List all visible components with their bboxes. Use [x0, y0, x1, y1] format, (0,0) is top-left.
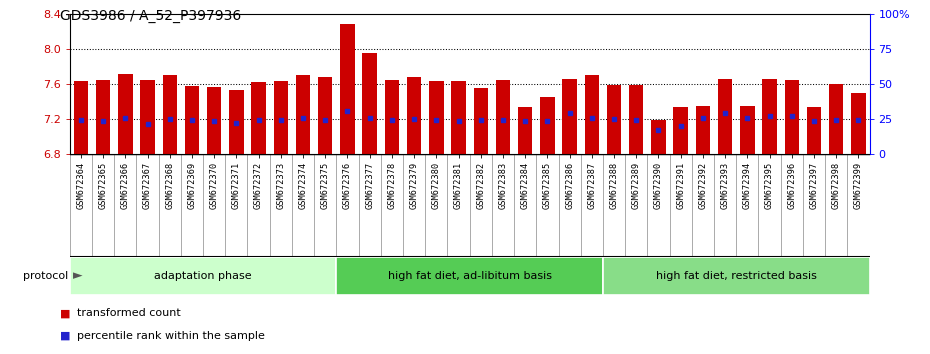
Text: GSM672387: GSM672387	[588, 162, 596, 210]
Bar	[118, 74, 132, 154]
Text: GDS3986 / A_52_P397936: GDS3986 / A_52_P397936	[60, 9, 242, 23]
Text: GSM672388: GSM672388	[609, 162, 618, 210]
Bar	[785, 80, 799, 154]
Bar	[96, 80, 111, 154]
Text: adaptation phase: adaptation phase	[154, 271, 252, 281]
Text: GSM672395: GSM672395	[765, 162, 774, 210]
Text: ►: ►	[73, 270, 82, 282]
Bar	[340, 24, 354, 154]
Bar	[629, 85, 644, 154]
Bar	[763, 79, 777, 154]
Text: GSM672381: GSM672381	[454, 162, 463, 210]
Bar	[73, 81, 88, 154]
Text: GSM672379: GSM672379	[409, 162, 418, 210]
Bar	[651, 120, 666, 154]
Text: GSM672371: GSM672371	[232, 162, 241, 210]
Text: GSM672364: GSM672364	[76, 162, 86, 210]
Text: GSM672376: GSM672376	[343, 162, 352, 210]
Bar	[273, 81, 288, 154]
Text: ■: ■	[60, 308, 71, 318]
Bar	[673, 107, 688, 154]
Text: ■: ■	[60, 331, 71, 341]
Bar	[207, 87, 221, 154]
Text: GSM672399: GSM672399	[854, 162, 863, 210]
Bar	[363, 53, 377, 154]
Text: GSM672397: GSM672397	[809, 162, 818, 210]
Text: protocol: protocol	[22, 271, 68, 281]
Bar	[185, 86, 199, 154]
Bar	[140, 80, 154, 154]
Text: GSM672398: GSM672398	[831, 162, 841, 210]
Text: high fat diet, restricted basis: high fat diet, restricted basis	[656, 271, 817, 281]
Bar	[496, 80, 511, 154]
Bar	[540, 97, 554, 154]
Text: GSM672380: GSM672380	[432, 162, 441, 210]
Bar	[451, 81, 466, 154]
Bar	[718, 79, 732, 154]
Text: GSM672369: GSM672369	[188, 162, 196, 210]
Bar	[337, 257, 603, 295]
Text: high fat diet, ad-libitum basis: high fat diet, ad-libitum basis	[388, 271, 551, 281]
Bar	[407, 77, 421, 154]
Text: GSM672396: GSM672396	[788, 162, 796, 210]
Bar	[603, 257, 870, 295]
Text: GSM672378: GSM672378	[388, 162, 396, 210]
Text: GSM672374: GSM672374	[299, 162, 308, 210]
Bar	[385, 80, 399, 154]
Bar	[473, 88, 488, 154]
Bar	[696, 106, 711, 154]
Bar	[851, 93, 866, 154]
Text: GSM672377: GSM672377	[365, 162, 374, 210]
Text: GSM672384: GSM672384	[521, 162, 530, 210]
Text: GSM672370: GSM672370	[209, 162, 219, 210]
Bar	[740, 106, 754, 154]
Text: percentile rank within the sample: percentile rank within the sample	[77, 331, 265, 341]
Bar	[70, 257, 337, 295]
Text: GSM672386: GSM672386	[565, 162, 574, 210]
Bar	[607, 85, 621, 154]
Bar	[807, 107, 821, 154]
Text: GSM672389: GSM672389	[631, 162, 641, 210]
Text: GSM672394: GSM672394	[743, 162, 751, 210]
Text: GSM672375: GSM672375	[321, 162, 330, 210]
Text: transformed count: transformed count	[77, 308, 181, 318]
Bar	[563, 79, 577, 154]
Text: GSM672393: GSM672393	[721, 162, 730, 210]
Bar	[429, 81, 444, 154]
Bar	[518, 107, 532, 154]
Text: GSM672391: GSM672391	[676, 162, 685, 210]
Bar	[229, 90, 244, 154]
Bar	[829, 84, 844, 154]
Bar	[585, 75, 599, 154]
Text: GSM672383: GSM672383	[498, 162, 508, 210]
Text: GSM672382: GSM672382	[476, 162, 485, 210]
Text: GSM672373: GSM672373	[276, 162, 286, 210]
Text: GSM672365: GSM672365	[99, 162, 108, 210]
Bar	[296, 75, 311, 154]
Text: GSM672367: GSM672367	[143, 162, 152, 210]
Bar	[163, 75, 177, 154]
Text: GSM672390: GSM672390	[654, 162, 663, 210]
Text: GSM672366: GSM672366	[121, 162, 130, 210]
Text: GSM672392: GSM672392	[698, 162, 708, 210]
Text: GSM672368: GSM672368	[166, 162, 174, 210]
Bar	[318, 77, 332, 154]
Bar	[251, 82, 266, 154]
Text: GSM672372: GSM672372	[254, 162, 263, 210]
Text: GSM672385: GSM672385	[543, 162, 551, 210]
